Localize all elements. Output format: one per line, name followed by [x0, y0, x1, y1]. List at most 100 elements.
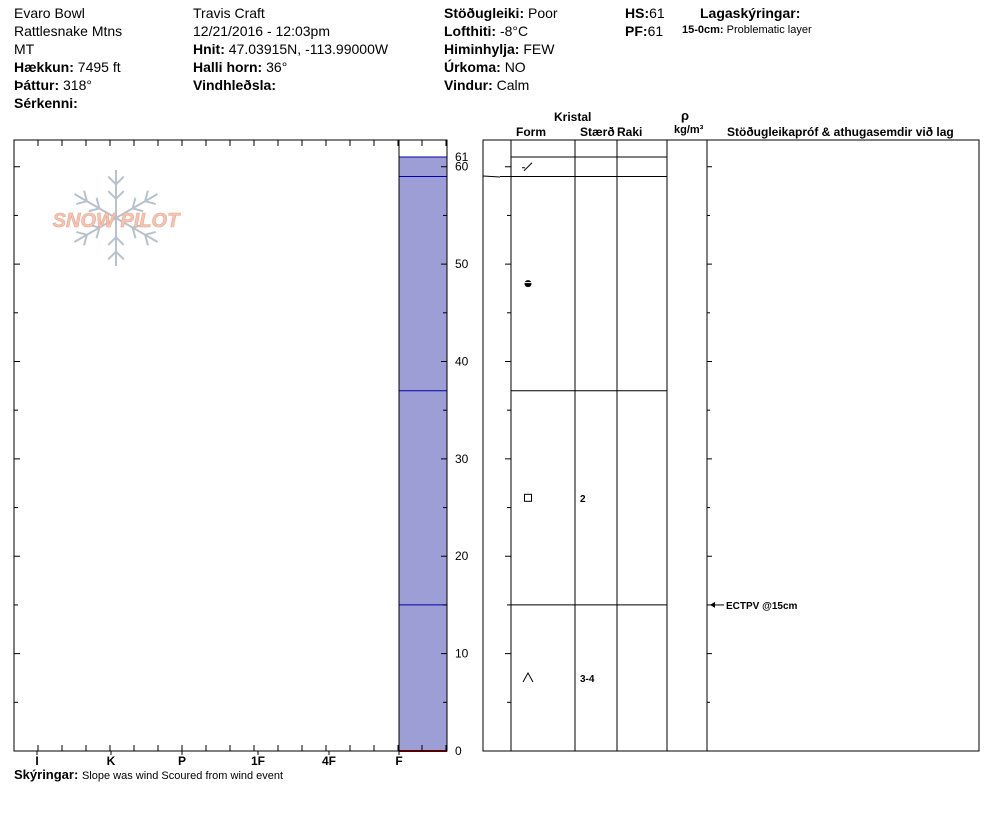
hs-field: HS:61: [625, 4, 665, 22]
comments-label: Skýringar:: [14, 767, 79, 782]
elevation-label: Hækkun:: [14, 59, 74, 75]
layer-note-range: 15-0cm:: [682, 24, 724, 36]
wind-value: Calm: [496, 77, 530, 93]
aspect-value: 318°: [63, 77, 92, 93]
features-field: Sérkenni:: [14, 94, 78, 112]
flake-branch: [95, 197, 101, 209]
slope-label: Halli horn:: [193, 59, 263, 75]
flake-arm: [73, 217, 117, 243]
location-name: Evaro Bowl: [14, 5, 85, 21]
hardness-label: K: [107, 754, 116, 768]
pf-value: 61: [647, 23, 664, 39]
sky-field: Himinhylja: FEW: [444, 40, 554, 58]
comments-field: Skýringar: Slope was wind Scoured from w…: [14, 767, 283, 782]
flake-arm: [115, 193, 159, 219]
flake-branch: [76, 200, 88, 206]
hardness-label: 1F: [251, 754, 265, 768]
slope-value: 36°: [266, 59, 288, 75]
sky-label: Himinhylja:: [444, 41, 520, 57]
melt-freeze-icon: [524, 280, 532, 288]
snowpilot-logo: SNOW PILOT: [52, 170, 181, 266]
depth-hoar-icon: [522, 671, 534, 683]
crystal-header: Kristal: [554, 110, 592, 124]
wind-loading-label: Vindhleðsla:: [193, 77, 276, 93]
flake-branch: [107, 250, 117, 261]
flake-branch: [83, 190, 88, 202]
aspect-field: Þáttur: 318°: [14, 76, 92, 94]
y-tick-label: 40: [455, 354, 469, 368]
layer-note: 15-0cm: Problematic layer: [682, 24, 812, 36]
observer-name: Travis Craft: [193, 5, 265, 21]
hardness-label: F: [395, 754, 402, 768]
precip-value: NO: [504, 59, 526, 75]
hardness-bar: [399, 604, 447, 751]
crystal-size: 2: [580, 494, 586, 505]
flake-branch: [115, 236, 125, 246]
y-tick-label: 50: [455, 257, 469, 271]
hs-label: HS:: [625, 5, 650, 21]
flake-branch: [144, 190, 149, 202]
layer-connector: [482, 175, 501, 178]
comments-text: Slope was wind Scoured from wind event: [81, 770, 284, 782]
air-temp-field: Lofthiti: -8°C: [444, 22, 528, 40]
mountain-range: Rattlesnake Mtns: [14, 23, 123, 39]
flake-branch: [107, 190, 117, 200]
flake-arm: [115, 217, 159, 243]
air-temp-value: -8°C: [499, 23, 529, 39]
precip-field: Úrkoma: NO: [444, 58, 526, 76]
hs-value: 61: [649, 5, 665, 21]
pf-label: PF:: [625, 23, 648, 39]
flake-branch: [107, 236, 117, 246]
flake-branch: [131, 197, 137, 209]
stability-field: Stöðugleiki: Poor: [444, 4, 558, 22]
flake-branch: [115, 190, 125, 200]
flake-branch: [144, 234, 149, 246]
flake-branch: [132, 223, 144, 229]
stability-label: Stöðugleiki:: [444, 5, 525, 21]
hardness-label: I: [35, 754, 38, 768]
wind-loading-field: Vindhleðsla:: [193, 76, 276, 94]
wind-field: Vindur: Calm: [444, 76, 529, 94]
features-label: Sérkenni:: [14, 95, 78, 111]
y-tick-label: 0: [455, 744, 462, 758]
y-tick-label: 10: [455, 647, 469, 661]
y-tick-label: 20: [455, 549, 469, 563]
hardness-bar: [399, 390, 447, 605]
wind-label: Vindur:: [444, 77, 493, 93]
hardness-label: P: [178, 754, 186, 768]
form-header: Form: [516, 125, 546, 139]
y-tick-label: 61: [455, 150, 469, 164]
flake-branch: [107, 175, 117, 186]
flake-branch: [88, 223, 100, 229]
layer-note-text: Problematic layer: [726, 24, 812, 36]
flake-branch: [76, 230, 88, 236]
flake-branch: [115, 175, 125, 186]
layer-notes-label: Lagaskýringar:: [700, 5, 801, 21]
coords-value: 47.03915N, -113.99000W: [228, 41, 389, 57]
y-tick-label: 60: [455, 160, 469, 174]
aspect-label: Þáttur:: [14, 77, 60, 93]
flake-branch: [115, 250, 125, 261]
precip-label: Úrkoma:: [444, 59, 501, 75]
crystal-size: 3-4: [580, 674, 595, 685]
rho-header: ρ: [681, 108, 690, 123]
coords-label: Hnit:: [193, 41, 225, 57]
faceted-crystal-icon: [524, 493, 532, 502]
observation-datetime: 12/21/2016 - 12:03pm: [193, 23, 330, 39]
hardness-bar: [399, 176, 447, 391]
tests-header: Stöðugleikapróf & athugasemdir við lag: [727, 125, 954, 139]
flake-branch: [131, 227, 137, 239]
hardness-label: 4F: [322, 754, 336, 768]
elevation-field: Hækkun: 7495 ft: [14, 58, 121, 76]
density-unit-header: kg/m³: [674, 124, 704, 136]
size-header: Stærð: [580, 125, 615, 139]
moisture-header: Raki: [617, 125, 643, 139]
flake-arm: [73, 193, 117, 219]
logo-text: SNOW PILOT: [53, 210, 181, 232]
test-arrow-head: [710, 601, 715, 608]
snowflake-icon: [73, 170, 159, 266]
coords-field: Hnit: 47.03915N, -113.99000W: [193, 40, 388, 58]
test-label: ECTPV @15cm: [726, 601, 798, 612]
hardness-bar: [399, 157, 447, 177]
